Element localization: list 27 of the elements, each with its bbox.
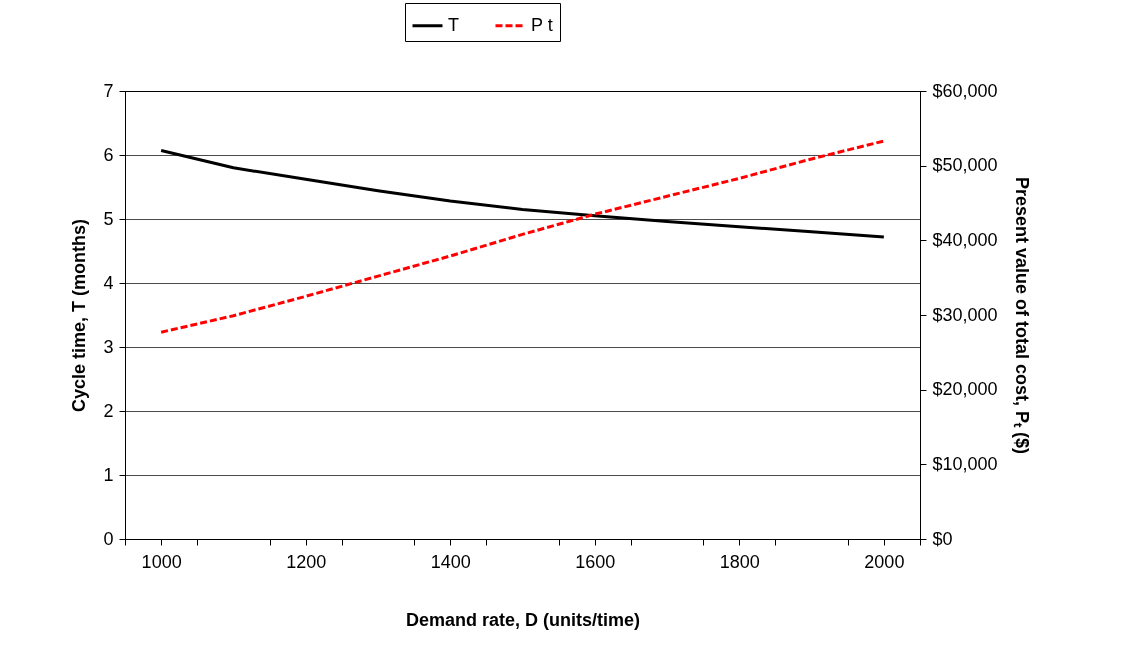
y2-tick-label: $50,000 (932, 155, 998, 176)
x-tick-label: 1200 (286, 551, 327, 572)
y-tick-label: 6 (103, 144, 114, 165)
y-tick-label: 0 (103, 528, 114, 549)
x-axis-title: Demand rate, D (units/time) (405, 609, 641, 630)
x-tick-label: 1400 (430, 551, 471, 572)
y2-tick-label: $30,000 (932, 304, 998, 325)
x-tick-label: 1600 (575, 551, 616, 572)
y-tick-label: 1 (103, 464, 114, 485)
y2-tick-label: $0 (932, 528, 953, 549)
y-tick-label: 7 (103, 80, 114, 101)
y-tick-label: 2 (103, 400, 114, 421)
y-tick-label: 4 (103, 272, 114, 293)
legend-label: T (448, 14, 459, 35)
x-tick-label: 2000 (864, 551, 905, 572)
x-tick-label: 1000 (141, 551, 182, 572)
x-tick-label: 1800 (719, 551, 760, 572)
legend-label: P t (531, 14, 553, 35)
y-tick-label: 5 (103, 208, 114, 229)
y-tick-label: 3 (103, 336, 114, 357)
y2-tick-label: $20,000 (932, 379, 998, 400)
y2-tick-label: $40,000 (932, 229, 998, 250)
y2-tick-label: $60,000 (932, 80, 998, 101)
y-axis-title: Cycle time, T (months) (69, 218, 90, 413)
y2-tick-label: $10,000 (932, 453, 998, 474)
line-series (159, 139, 886, 334)
y2-axis-title: Present value of total cost, Pₜ ($) (1011, 176, 1032, 455)
